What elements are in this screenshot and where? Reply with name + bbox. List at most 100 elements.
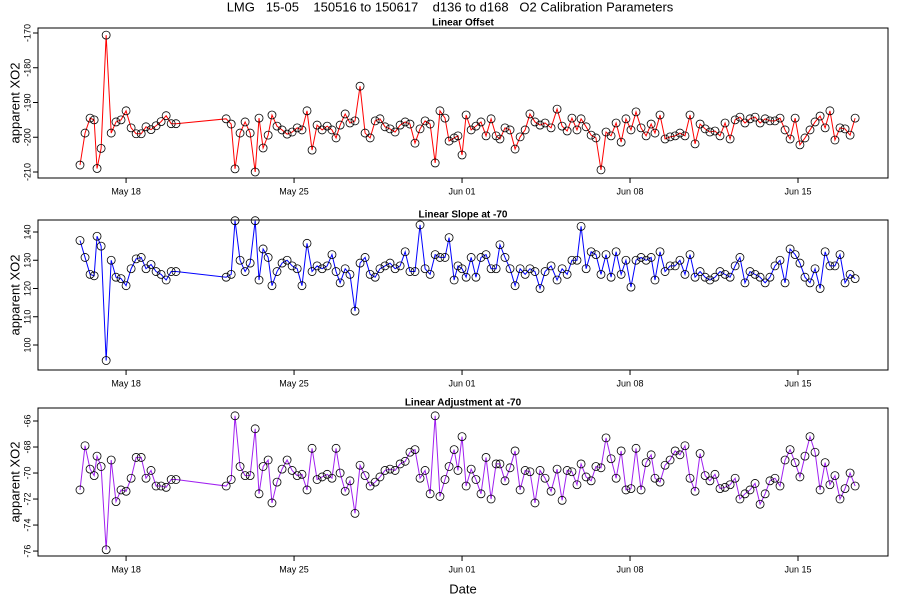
- data-point: [481, 250, 491, 260]
- data-point: [272, 267, 282, 276]
- data-point: [75, 485, 85, 495]
- data-point: [322, 261, 332, 271]
- data-point: [230, 216, 240, 226]
- data-point: [495, 459, 505, 469]
- data-point: [400, 456, 410, 466]
- data-point: [576, 221, 586, 231]
- data-point: [121, 486, 131, 496]
- data-point: [355, 460, 365, 470]
- y-tick-label: -200: [22, 128, 32, 146]
- data-point: [616, 446, 626, 456]
- data-point: [263, 253, 273, 262]
- data-point: [471, 475, 481, 484]
- data-point: [156, 117, 166, 127]
- data-point: [335, 468, 345, 478]
- data-point: [750, 479, 760, 488]
- data-point: [476, 489, 486, 499]
- data-point: [312, 261, 322, 271]
- data-point: [435, 492, 445, 501]
- data-point: [101, 30, 111, 40]
- data-point: [770, 473, 780, 483]
- data-point: [665, 261, 675, 271]
- panel-title: Linear Slope at -70: [419, 210, 508, 221]
- data-point: [425, 119, 435, 129]
- data-point: [457, 150, 467, 160]
- data-point: [581, 264, 591, 274]
- data-point: [461, 272, 471, 282]
- data-point: [282, 255, 292, 265]
- data-point: [685, 110, 695, 120]
- data-point: [258, 244, 268, 254]
- data-point: [370, 272, 380, 282]
- data-point: [245, 128, 255, 138]
- data-point: [572, 480, 582, 490]
- y-tick-label: -68: [22, 441, 32, 454]
- data-point: [636, 253, 646, 262]
- data-point: [665, 132, 675, 142]
- data-point: [850, 274, 860, 284]
- data-point: [621, 485, 631, 495]
- data-point: [166, 267, 176, 276]
- data-point: [810, 117, 820, 127]
- data-point: [800, 133, 810, 143]
- data-point: [486, 494, 496, 504]
- data-point: [350, 508, 360, 518]
- data-point: [820, 247, 830, 257]
- data-point: [258, 462, 268, 471]
- data-point: [146, 466, 156, 475]
- data-point: [785, 244, 795, 254]
- data-point: [745, 114, 755, 124]
- data-point: [240, 267, 250, 276]
- data-point: [581, 122, 591, 132]
- data-point: [350, 306, 360, 316]
- data-point: [840, 484, 850, 494]
- data-point: [835, 494, 845, 504]
- data-point: [825, 480, 835, 490]
- data-point: [695, 449, 705, 458]
- data-line: [79, 35, 856, 173]
- data-point: [805, 125, 815, 135]
- data-point: [730, 115, 740, 125]
- data-point: [636, 485, 646, 495]
- x-tick-label: Jun 08: [617, 378, 644, 388]
- data-point: [500, 476, 510, 486]
- x-tick-label: May 18: [111, 186, 141, 196]
- data-point: [495, 240, 505, 250]
- data-point: [355, 81, 365, 91]
- data-point: [760, 114, 770, 124]
- data-point: [780, 125, 790, 135]
- data-point: [466, 253, 476, 262]
- data-point: [525, 109, 535, 119]
- data-point: [307, 443, 317, 453]
- data-point: [410, 138, 420, 148]
- data-point: [92, 231, 102, 241]
- data-point: [486, 264, 496, 274]
- data-point: [530, 267, 540, 276]
- data-point: [510, 144, 520, 154]
- data-point: [400, 117, 410, 127]
- data-point: [770, 261, 780, 271]
- data-point: [360, 253, 370, 262]
- data-point: [641, 131, 651, 141]
- y-tick-label: -76: [22, 545, 32, 558]
- data-point: [815, 111, 825, 121]
- data-point: [825, 261, 835, 271]
- y-tick-label: 140: [22, 224, 32, 239]
- data-point: [567, 255, 577, 265]
- data-point: [156, 269, 166, 279]
- data-point: [820, 123, 830, 133]
- data-point: [272, 477, 282, 487]
- data-point: [505, 264, 515, 274]
- data-point: [830, 261, 840, 271]
- data-point: [572, 255, 582, 265]
- data-point: [520, 269, 530, 279]
- data-point: [815, 485, 825, 495]
- data-point: [790, 458, 800, 468]
- data-point: [745, 485, 755, 495]
- data-point: [510, 446, 520, 456]
- data-point: [660, 267, 670, 276]
- data-point: [131, 453, 141, 462]
- data-point: [453, 131, 463, 141]
- data-point: [730, 261, 740, 271]
- data-point: [461, 481, 471, 491]
